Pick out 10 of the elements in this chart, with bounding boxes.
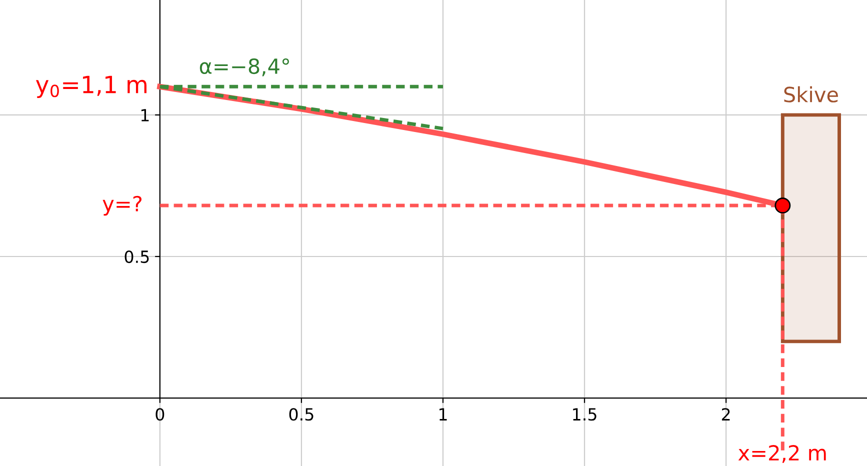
annotation: x=2,2 m	[738, 444, 826, 463]
x-tick-label: 2	[722, 408, 730, 420]
annotation: α=−8,4°	[200, 58, 289, 76]
x-tick-label: 1.5	[573, 408, 596, 421]
annotation: y$_{0}$=1,1 m	[36, 76, 146, 98]
x-tick-label: 0.5	[289, 408, 314, 421]
series-label: Skive	[784, 86, 838, 102]
x-tick-label: 1	[440, 408, 447, 420]
annotation: y=?	[102, 196, 142, 216]
x-tick-label: 0	[156, 408, 164, 421]
